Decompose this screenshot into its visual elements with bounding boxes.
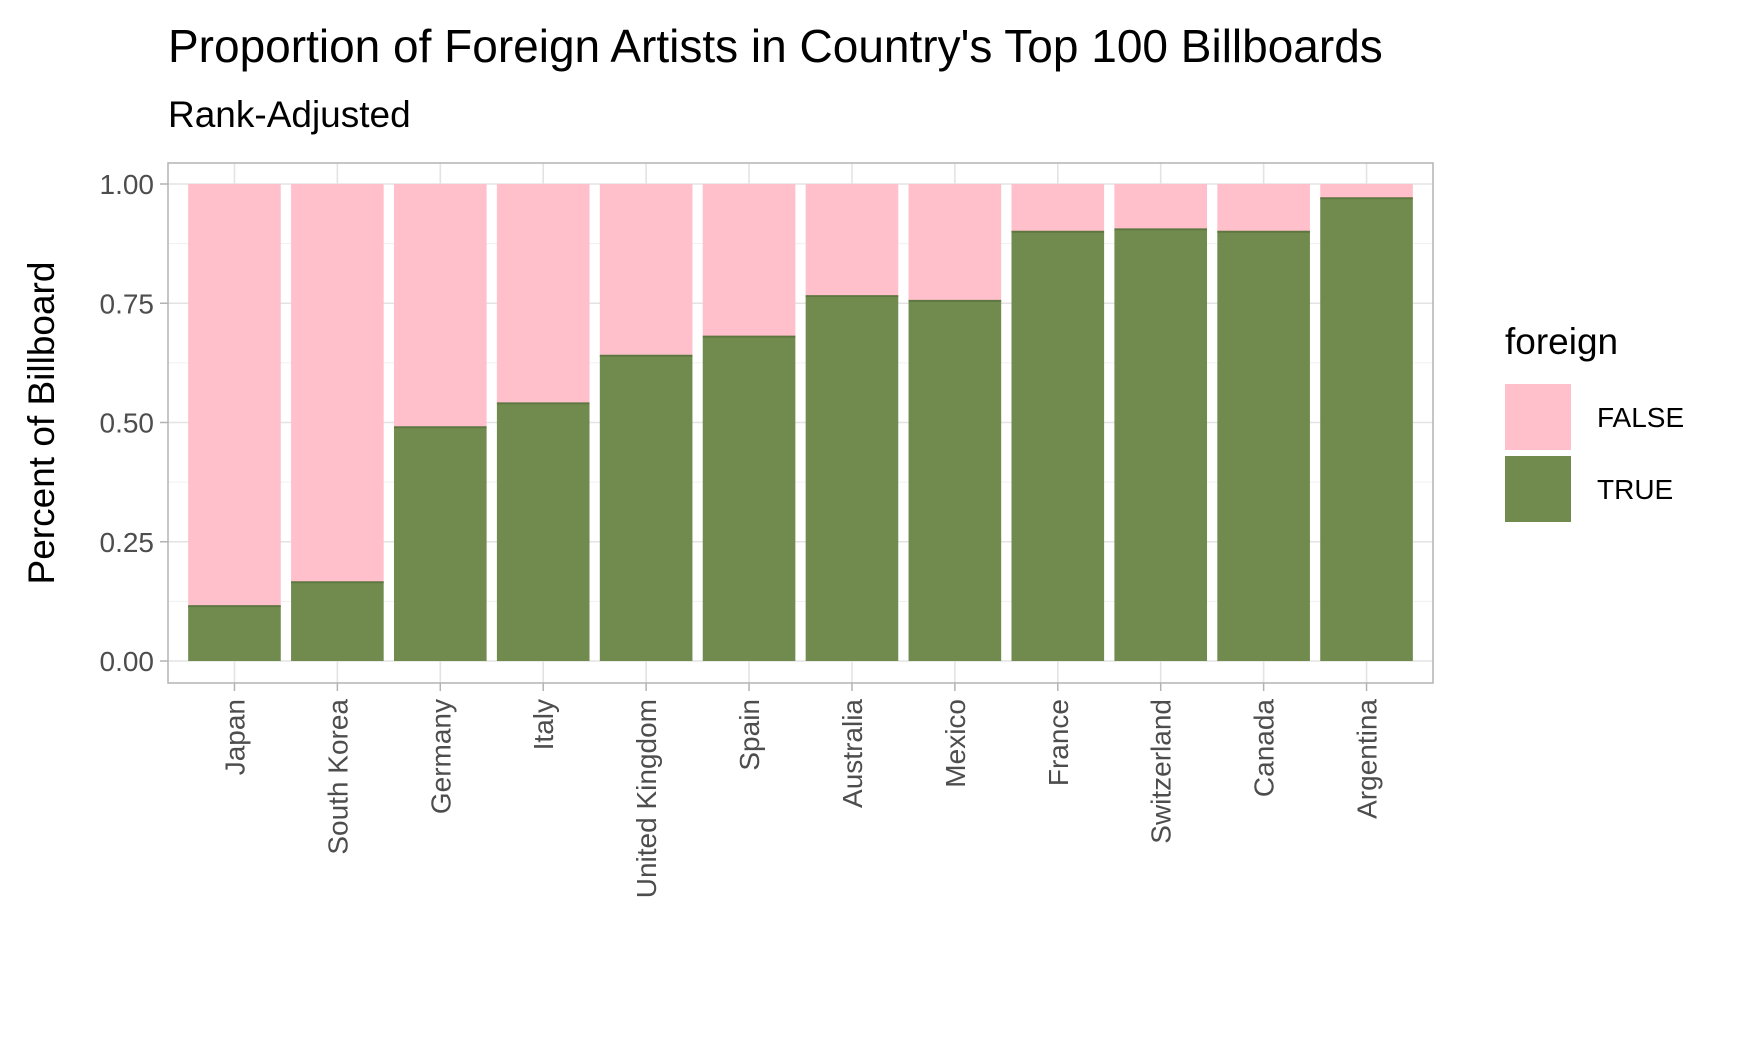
legend-items: FALSE TRUE — [1505, 384, 1684, 522]
bar-false — [291, 184, 384, 583]
y-tick-label: 0.00 — [100, 646, 155, 677]
bar-true — [702, 336, 796, 661]
bar-false — [599, 184, 693, 356]
legend-label: FALSE — [1597, 402, 1684, 433]
y-axis-title: Percent of Billboard — [21, 262, 62, 585]
bar-false — [805, 184, 899, 297]
bar-false — [1114, 184, 1208, 230]
bar-true — [1114, 229, 1208, 661]
bar-true — [393, 427, 487, 661]
x-tick-label: Italy — [528, 699, 559, 750]
x-tick-label: Spain — [734, 699, 765, 771]
x-tick-label: Mexico — [940, 699, 971, 788]
y-axis: 0.00 0.25 0.50 0.75 1.00 — [100, 169, 168, 677]
x-tick-label: Argentina — [1352, 699, 1383, 819]
bar-true — [599, 355, 693, 661]
plot-panel — [167, 162, 1434, 684]
bar-false — [188, 184, 281, 607]
bar-false — [1011, 184, 1105, 232]
x-tick-label: Australia — [837, 699, 868, 808]
bar-true — [1217, 231, 1310, 661]
y-tick-label: 0.75 — [100, 288, 155, 319]
bar-false — [496, 184, 590, 404]
bar-true — [188, 606, 281, 661]
x-axis: Japan South Korea Germany Italy United Kingd… — [219, 683, 1383, 898]
bar-true — [1320, 198, 1413, 661]
x-tick-label: United Kingdom — [631, 699, 662, 898]
x-tick-label: Germany — [425, 699, 456, 814]
y-tick-label: 1.00 — [100, 169, 155, 200]
bar-false — [393, 184, 487, 428]
bar-false — [1320, 184, 1413, 199]
x-tick-label: South Korea — [322, 699, 353, 855]
legend-title: foreign — [1505, 321, 1618, 362]
bar-false — [908, 184, 1002, 301]
y-tick-label: 0.25 — [100, 527, 155, 558]
bar-false — [702, 184, 796, 337]
chart-subtitle: Rank-Adjusted — [168, 94, 411, 135]
legend-key-true — [1505, 456, 1571, 522]
x-tick-label: Switzerland — [1146, 699, 1177, 844]
bars — [188, 184, 1413, 661]
chart-title: Proportion of Foreign Artists in Country… — [168, 20, 1383, 72]
x-tick-label: Japan — [219, 699, 250, 775]
bar-true — [291, 582, 384, 661]
x-tick-label: Canada — [1249, 699, 1280, 798]
bar-true — [908, 300, 1002, 661]
bar-true — [496, 403, 590, 661]
x-tick-label: France — [1043, 699, 1074, 786]
legend-key-false — [1505, 384, 1571, 450]
legend-label: TRUE — [1597, 474, 1673, 505]
legend: foreign FALSE TRUE — [1505, 321, 1684, 522]
bar-false — [1217, 184, 1310, 232]
y-tick-label: 0.50 — [100, 408, 155, 439]
bar-true — [805, 296, 899, 661]
bar-true — [1011, 231, 1105, 661]
